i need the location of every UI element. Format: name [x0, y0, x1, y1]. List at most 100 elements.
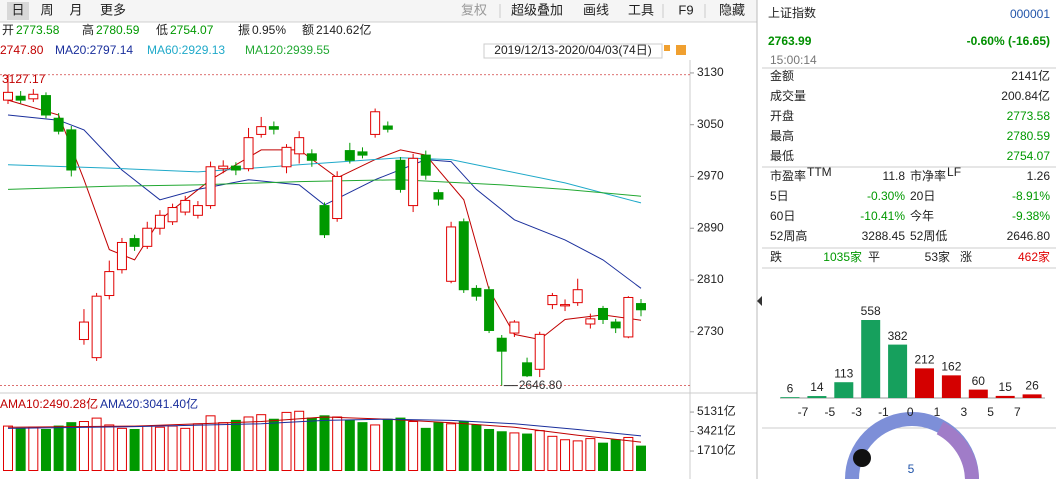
y-tick-label: 3421亿	[697, 423, 736, 438]
candle-body	[395, 159, 406, 190]
tab[interactable]: 周	[40, 2, 53, 17]
y-tick-label: 2810	[697, 272, 724, 286]
candle-body	[522, 362, 533, 377]
distribution-bar	[888, 344, 908, 398]
volume-bar	[509, 432, 520, 471]
distribution-axis-label: 3	[960, 405, 967, 419]
breadth-value: 53家	[925, 249, 950, 264]
volume-bar	[420, 427, 431, 471]
date-icon[interactable]	[664, 45, 670, 51]
volume-bar	[496, 431, 507, 471]
distribution-value: 6	[787, 381, 794, 395]
breadth-value: 462家	[1018, 249, 1050, 264]
volume-bar	[585, 438, 596, 471]
volume-bar	[218, 422, 229, 472]
distribution-bar	[915, 368, 934, 398]
candle-body	[357, 151, 368, 156]
stat-label: 20日	[910, 189, 935, 203]
legend-entry: MA120:2939.55	[245, 43, 330, 57]
volume-bar	[230, 419, 241, 472]
tool-button[interactable]: 工具	[628, 2, 654, 17]
volume-bar	[433, 422, 444, 472]
volume-bar	[370, 424, 381, 471]
candle-body	[180, 199, 191, 213]
volume-bar	[66, 422, 77, 472]
volume-bar	[28, 426, 39, 471]
distribution-bar	[780, 397, 800, 398]
row-value: 2141亿	[1011, 68, 1050, 83]
distribution-bar	[1022, 394, 1042, 398]
row-label: 成交量	[770, 88, 806, 103]
tool-button[interactable]: F9	[678, 2, 693, 17]
stat-value: 3288.45	[862, 229, 906, 243]
volume-bar	[598, 442, 609, 471]
volume-bar	[560, 439, 571, 471]
quote-value: 2780.59	[96, 23, 140, 37]
distribution-value: 15	[999, 380, 1013, 394]
row-label: 开盘	[770, 108, 794, 123]
candle-body	[218, 165, 229, 170]
breadth-label: 跌	[770, 249, 782, 264]
candle-body	[458, 221, 469, 291]
volume-average-line	[7, 418, 642, 437]
stat-value: -8.91%	[1012, 189, 1050, 203]
volume-bar	[180, 427, 191, 471]
tool-button[interactable]: 隐藏	[719, 2, 745, 17]
tab[interactable]: 日	[11, 2, 24, 17]
candle-body	[560, 304, 571, 307]
volume-bar	[53, 425, 64, 471]
volume-bar	[636, 445, 646, 471]
tool-button[interactable]: 超级叠加	[511, 2, 563, 17]
candle-body	[154, 214, 165, 229]
distribution-axis-label: 5	[987, 405, 994, 419]
volume-bar	[610, 439, 621, 471]
distribution-bar	[807, 396, 827, 398]
volume-bar	[547, 435, 558, 471]
candle-body	[636, 303, 646, 311]
volume-bar	[167, 425, 178, 471]
stat-label-sup: TTM	[807, 165, 832, 179]
volume-bar	[40, 428, 51, 471]
tab[interactable]: 更多	[100, 2, 126, 17]
stat-label: 市净率	[910, 168, 946, 183]
collapse-arrow[interactable]	[757, 296, 762, 306]
candle-body	[332, 175, 343, 220]
distribution-axis-label: -5	[824, 405, 835, 419]
volume-bar	[306, 417, 317, 472]
candle-body	[104, 271, 115, 297]
date-icon[interactable]	[676, 45, 686, 55]
legend-entry: AMA20:3041.40亿	[100, 396, 198, 411]
tool-button[interactable]: 复权	[461, 2, 487, 17]
volume-bar	[319, 415, 330, 472]
volume-bar	[243, 416, 254, 472]
distribution-bar	[995, 395, 1015, 398]
volume-bar	[268, 418, 279, 472]
gauge-arc-segment	[936, 421, 979, 479]
index-price: 2763.99	[768, 34, 812, 48]
stat-label: 5日	[770, 189, 789, 203]
candle-body	[129, 238, 140, 247]
moving-average-line	[7, 114, 642, 289]
stat-label: 市盈率	[770, 168, 806, 183]
candle-body	[15, 95, 26, 101]
tool-button[interactable]: 画线	[583, 2, 609, 17]
stat-value: -0.30%	[867, 189, 905, 203]
candle-body	[598, 307, 609, 320]
stat-value: 2646.80	[1007, 229, 1051, 243]
candle-body	[230, 165, 241, 171]
candle-body	[205, 166, 216, 207]
volume-bar	[623, 436, 634, 471]
tab[interactable]: 月	[69, 2, 82, 17]
gauge-label: 5	[908, 462, 915, 476]
date-range-box	[483, 43, 663, 59]
y-tick-label: 2890	[697, 220, 724, 234]
candle-body	[471, 287, 482, 297]
legend-entry: MA60:2929.13	[147, 43, 225, 57]
y-tick-label: 2730	[697, 324, 724, 338]
toolbar	[0, 0, 757, 22]
candle-body	[243, 137, 254, 170]
volume-bar	[129, 428, 140, 471]
volume-bar	[534, 430, 545, 471]
volume-bar	[572, 440, 583, 471]
